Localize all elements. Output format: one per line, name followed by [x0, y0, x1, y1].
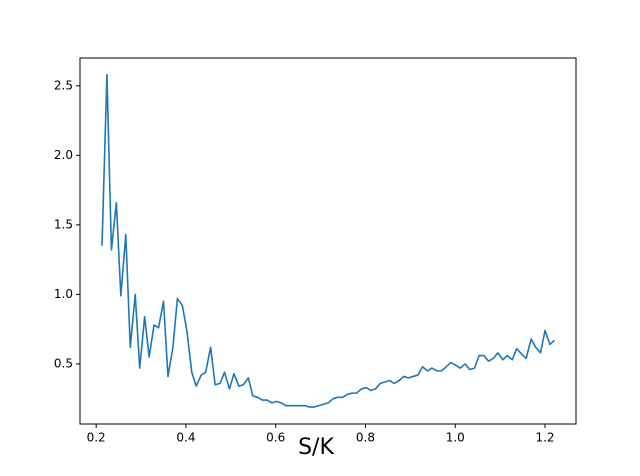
x-tick-label: 0.8 [356, 431, 375, 445]
y-tick-label: 0.5 [54, 356, 73, 370]
y-tick-label: 1.5 [54, 217, 73, 231]
y-tick-label: 2.0 [54, 148, 73, 162]
y-tick-label: 2.5 [54, 78, 73, 92]
y-tick-label: 1.0 [54, 287, 73, 301]
x-tick-label: 1.2 [535, 431, 554, 445]
x-tick-label: 1.0 [446, 431, 465, 445]
x-axis-label: S/K [298, 435, 334, 460]
line [101, 73, 555, 408]
x-tick-label: 0.6 [266, 431, 285, 445]
axes-frame [79, 57, 577, 425]
x-tick-label: 0.4 [176, 431, 195, 445]
x-tick-label: 0.2 [87, 431, 106, 445]
